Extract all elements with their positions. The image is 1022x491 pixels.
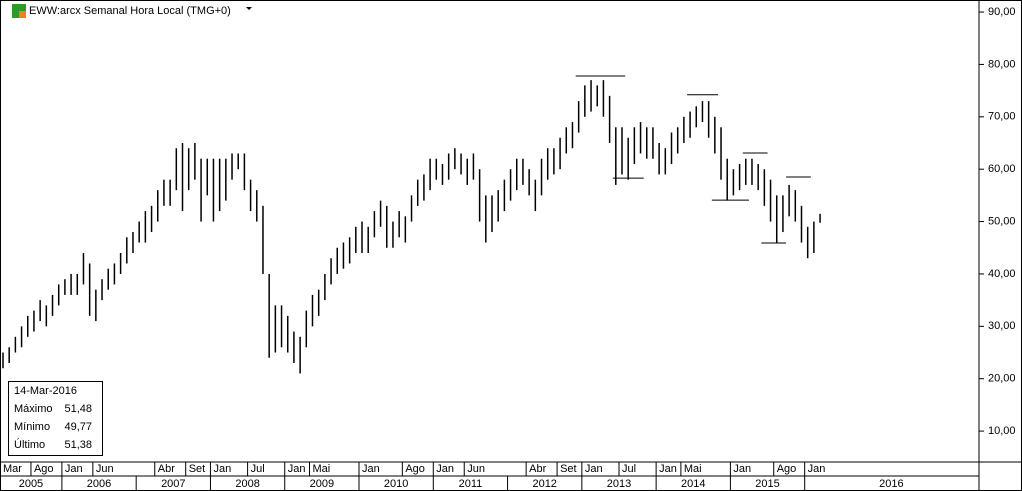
month-label: Jan	[659, 463, 677, 475]
year-label: 2014	[681, 478, 705, 490]
dropdown-arrow[interactable]	[246, 7, 252, 10]
month-label: Set	[189, 463, 206, 475]
y-tick-label: 30,00	[988, 320, 1016, 332]
month-label: Mar	[3, 463, 22, 475]
y-tick-label: 70,00	[988, 111, 1016, 123]
month-label: Ago	[777, 463, 797, 475]
info-value: 49,77	[64, 421, 92, 433]
info-value: 51,48	[64, 403, 92, 415]
month-label: Jun	[96, 463, 114, 475]
month-label: Jul	[251, 463, 265, 475]
info-label: Máximo	[14, 403, 53, 415]
year-label: 2015	[755, 478, 779, 490]
year-label: 2010	[384, 478, 408, 490]
y-tick-label: 90,00	[988, 6, 1016, 18]
year-label: 2012	[532, 478, 556, 490]
month-label: Jan	[733, 463, 751, 475]
month-label: Mai	[312, 463, 330, 475]
month-label: Jan	[213, 463, 231, 475]
info-date: 14-Mar-2016	[14, 385, 77, 397]
year-label: 2006	[87, 478, 111, 490]
info-value: 51,38	[64, 439, 92, 451]
y-tick-label: 10,00	[988, 425, 1016, 437]
info-label: Mínimo	[14, 421, 50, 433]
month-label: Ago	[34, 463, 54, 475]
year-label: 2008	[235, 478, 259, 490]
month-label: Abr	[158, 463, 175, 475]
month-label: Jan	[585, 463, 603, 475]
year-label: 2009	[310, 478, 334, 490]
chart-title: EWW:arcx Semanal Hora Local (TMG+0)	[29, 5, 231, 17]
month-label: Mai	[684, 463, 702, 475]
y-tick-label: 20,00	[988, 373, 1016, 385]
info-label: Último	[14, 438, 45, 451]
y-tick-label: 80,00	[988, 58, 1016, 70]
month-label: Abr	[529, 463, 546, 475]
y-tick-label: 50,00	[988, 215, 1016, 227]
month-label: Jan	[362, 463, 380, 475]
month-label: Jun	[467, 463, 485, 475]
y-tick-label: 40,00	[988, 268, 1016, 280]
year-label: 2013	[607, 478, 631, 490]
year-label: 2016	[879, 478, 903, 490]
month-label: Ago	[405, 463, 425, 475]
month-label: Set	[560, 463, 577, 475]
info-box	[8, 381, 103, 456]
symbol-icon	[12, 4, 26, 18]
year-label: 2007	[161, 478, 185, 490]
month-label: Jan	[436, 463, 454, 475]
year-label: 2011	[459, 478, 483, 490]
month-label: Jan	[288, 463, 306, 475]
month-label: Jul	[622, 463, 636, 475]
y-tick-label: 60,00	[988, 163, 1016, 175]
month-label: Jan	[808, 463, 826, 475]
year-label: 2005	[19, 478, 43, 490]
month-label: Jan	[65, 463, 83, 475]
